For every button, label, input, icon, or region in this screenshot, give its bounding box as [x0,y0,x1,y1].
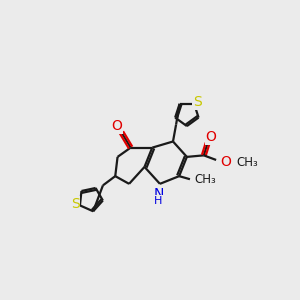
Text: O: O [220,155,231,169]
Text: O: O [205,130,216,144]
Text: S: S [193,95,202,109]
Text: H: H [154,196,163,206]
Text: N: N [153,187,164,201]
Text: CH₃: CH₃ [236,156,258,169]
Text: S: S [71,197,80,211]
Text: O: O [111,119,122,133]
Text: CH₃: CH₃ [195,173,216,186]
